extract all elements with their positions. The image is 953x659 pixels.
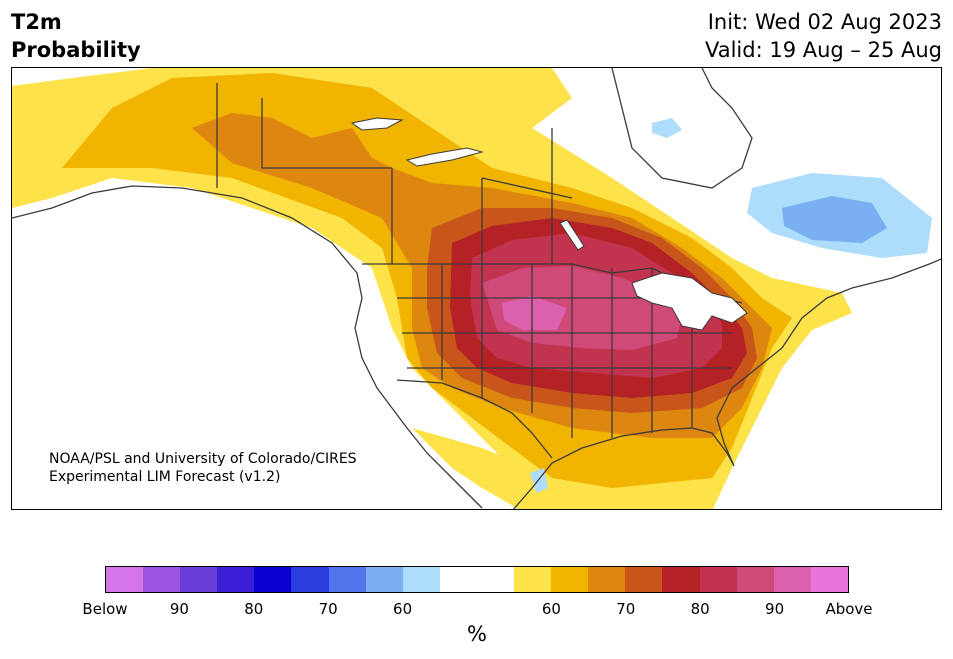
- colorbar-segment: [588, 567, 626, 592]
- title-line-2: Probability: [11, 38, 141, 62]
- title-line-1: T2m: [11, 10, 62, 34]
- colorbar-segment: [365, 567, 403, 592]
- colorbar-segment: [625, 567, 663, 592]
- colorbar-tick-label: 70: [318, 600, 338, 618]
- atlantic-coast: [781, 258, 941, 349]
- credit-line-2: Experimental LIM Forecast (v1.2): [49, 469, 281, 485]
- colorbar-segment: [106, 567, 144, 592]
- colorbar-tick-label: 60: [541, 600, 561, 618]
- credit-line-1: NOAA/PSL and University of Colorado/CIRE…: [49, 451, 357, 467]
- hudson-bay: [611, 68, 753, 189]
- colorbar-segment: [254, 567, 292, 592]
- colorbar-segment: [328, 567, 366, 592]
- colorbar-tick-label: 90: [169, 600, 189, 618]
- state-lines: [397, 264, 732, 438]
- colorbar-segment: [514, 567, 552, 592]
- colorbar-segment: [773, 567, 811, 592]
- init-date: Init: Wed 02 Aug 2023: [707, 10, 942, 34]
- colorbar-segment: [402, 567, 440, 592]
- colorbar-tick-label: Below: [82, 600, 128, 618]
- colorbar-segment: [810, 567, 848, 592]
- colorbar-tick-label: 80: [690, 600, 710, 618]
- below-70-region: [782, 196, 887, 243]
- probability-map: [11, 67, 942, 510]
- colorbar-segment: [180, 567, 218, 592]
- colorbar-unit: %: [467, 622, 487, 646]
- colorbar-tick-label: 90: [765, 600, 785, 618]
- colorbar-segment: [551, 567, 589, 592]
- great-slave-lake: [405, 147, 484, 167]
- us-mexico-border: [396, 379, 553, 459]
- colorbar-segment: [439, 567, 477, 592]
- map-canvas: [12, 68, 941, 509]
- colorbar: [105, 566, 849, 593]
- colorbar-segment: [736, 567, 774, 592]
- map-outlines: [12, 68, 941, 509]
- below-shading: [530, 118, 932, 493]
- data-credit: NOAA/PSL and University of Colorado/CIRE…: [49, 450, 357, 486]
- above-shading: [12, 68, 852, 509]
- colorbar-tick-label: 70: [616, 600, 636, 618]
- above-97-region: [502, 296, 567, 330]
- colorbar-segment: [143, 567, 181, 592]
- colorbar-segment: [699, 567, 737, 592]
- colorbar-segment: [217, 567, 255, 592]
- colorbar-tick-label: 80: [244, 600, 264, 618]
- gulf-coast: [512, 347, 783, 509]
- date-info: Init: Wed 02 Aug 2023 Valid: 19 Aug – 25…: [705, 8, 942, 64]
- province-lines: [261, 98, 573, 264]
- valid-range: Valid: 19 Aug – 25 Aug: [704, 38, 942, 62]
- map-title: T2m Probability: [11, 8, 141, 64]
- colorbar-segment: [662, 567, 700, 592]
- great-bear-lake: [350, 117, 404, 131]
- colorbar-segment: [291, 567, 329, 592]
- colorbar-segment: [476, 567, 515, 592]
- colorbar-tick-label: 60: [393, 600, 413, 618]
- pacific-coast: [12, 185, 483, 509]
- colorbar-tick-label: Above: [825, 600, 873, 618]
- lakes: [350, 117, 748, 331]
- below-60-small: [652, 118, 682, 138]
- lake-winnipeg: [559, 219, 585, 251]
- great-lakes: [631, 272, 748, 331]
